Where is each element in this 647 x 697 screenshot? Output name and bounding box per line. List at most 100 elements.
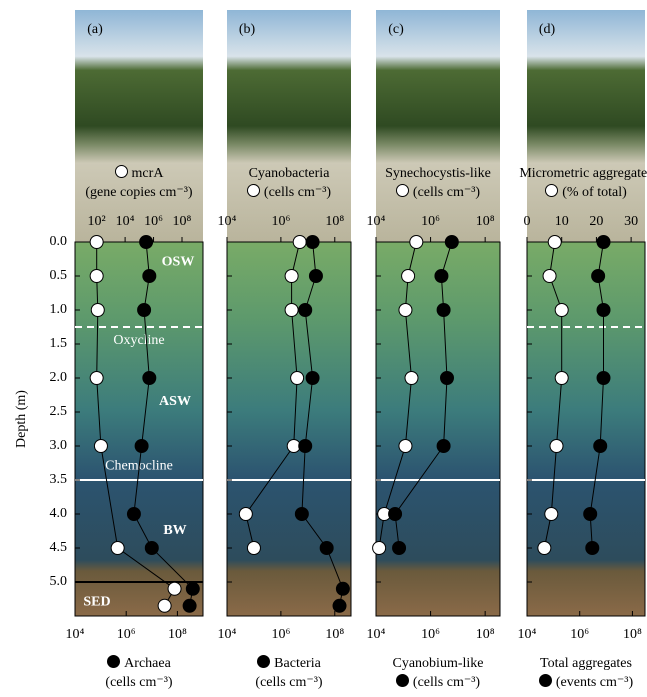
legend: mcrA (gene copies cm⁻³) [67,164,211,202]
data-point [127,508,140,521]
x2-tick-label: 10⁸ [173,214,192,229]
data-point [373,542,386,555]
legend-name: mcrA [67,164,211,183]
data-point [320,542,333,555]
legend-unit: (cells cm⁻³) [368,183,508,202]
panel-label: (a) [87,22,103,37]
data-point [186,582,199,595]
legend-unit-label: (cells cm⁻³) [413,675,480,690]
data-point [143,372,156,385]
data-point [399,440,412,453]
legend-label: Micrometric aggregates [519,166,647,181]
legend-label: Synechocystis-like [385,166,491,181]
data-point [435,270,448,283]
x-tick-label: 10⁶ [271,627,290,642]
data-point [410,236,423,249]
data-point [90,236,103,249]
x2-tick-label: 10⁸ [476,214,495,229]
x-tick-label: 10⁶ [117,627,136,642]
data-point [183,599,196,612]
legend-label: Archaea [124,656,171,671]
panel-label: (d) [539,22,556,37]
legend-label: mcrA [132,166,164,181]
x-tick-label: 10⁴ [66,627,85,642]
x-tick-label: 10⁴ [518,627,537,642]
data-point [285,304,298,317]
data-point [594,440,607,453]
data-point [555,372,568,385]
data-point [285,270,298,283]
data-point [597,304,610,317]
legend: Micrometric aggregates (% of total) [519,164,647,202]
legend: Synechocystis-like (cells cm⁻³) [368,164,508,202]
data-point [543,270,556,283]
legend-label: Bacteria [274,656,321,671]
x-tick-label: 10⁴ [218,627,237,642]
data-point [306,236,319,249]
zone-label: SED [83,595,110,610]
legend-marker [107,655,120,668]
data-point [299,440,312,453]
legend-name: Archaea [67,654,211,673]
legend-unit-label: (cells cm⁻³) [264,185,331,200]
zone-label: ASW [159,394,191,409]
x-tick-label: 10⁶ [421,627,440,642]
legend-unit-label: (cells cm⁻³) [105,675,172,690]
legend-unit-label: (% of total) [562,185,627,200]
y-tick-label: 0.5 [50,268,68,283]
legend-label: Cyanobacteria [249,166,330,181]
water-column [376,242,500,616]
y-tick-label: 1.0 [50,302,68,317]
data-point [402,270,415,283]
legend-name: Synechocystis-like [368,164,508,183]
legend: Total aggregates(events cm⁻³) [519,654,647,692]
data-point [138,304,151,317]
data-point [94,440,107,453]
x2-tick-label: 0 [524,214,531,229]
x2-tick-label: 10² [88,214,106,229]
x2-tick-label: 10⁸ [325,214,344,229]
legend-unit: (events cm⁻³) [519,673,647,692]
x2-tick-label: 10 [555,214,569,229]
legend-name: Cyanobacteria [219,164,359,183]
data-point [399,304,412,317]
y-tick-label: 0.0 [50,234,68,249]
data-point [437,440,450,453]
data-point [91,304,104,317]
data-point [295,508,308,521]
figure: (a)0.00.51.01.52.02.53.03.54.04.55.010²1… [0,0,647,697]
legend-marker [247,184,260,197]
panel-label: (c) [388,22,404,37]
x2-tick-label: 30 [624,214,638,229]
legend-unit: (cells cm⁻³) [219,183,359,202]
data-point [247,542,260,555]
legend-label: Cyanobium-like [393,656,484,671]
legend-unit: (cells cm⁻³) [219,673,359,692]
data-point [309,270,322,283]
legend-unit: (gene copies cm⁻³) [67,183,211,202]
legend-unit: (% of total) [519,183,647,202]
zone-label: Oxycline [113,333,164,348]
data-point [441,372,454,385]
photo [527,10,645,242]
data-point [333,599,346,612]
data-point [158,599,171,612]
data-point [389,508,402,521]
data-point [445,236,458,249]
y-tick-label: 5.0 [50,574,68,589]
water-column [227,242,351,616]
y-tick-label: 3.5 [50,472,68,487]
data-point [586,542,599,555]
data-point [597,236,610,249]
data-point [239,508,252,521]
water-column [527,242,645,616]
zone-label: BW [163,523,186,538]
legend-unit-label: (cells cm⁻³) [413,185,480,200]
y-tick-label: 4.0 [50,506,68,521]
data-point [90,372,103,385]
legend: Cyanobium-like (cells cm⁻³) [368,654,508,692]
data-point [584,508,597,521]
x-tick-label: 10⁸ [168,627,187,642]
data-point [111,542,124,555]
data-point [299,304,312,317]
